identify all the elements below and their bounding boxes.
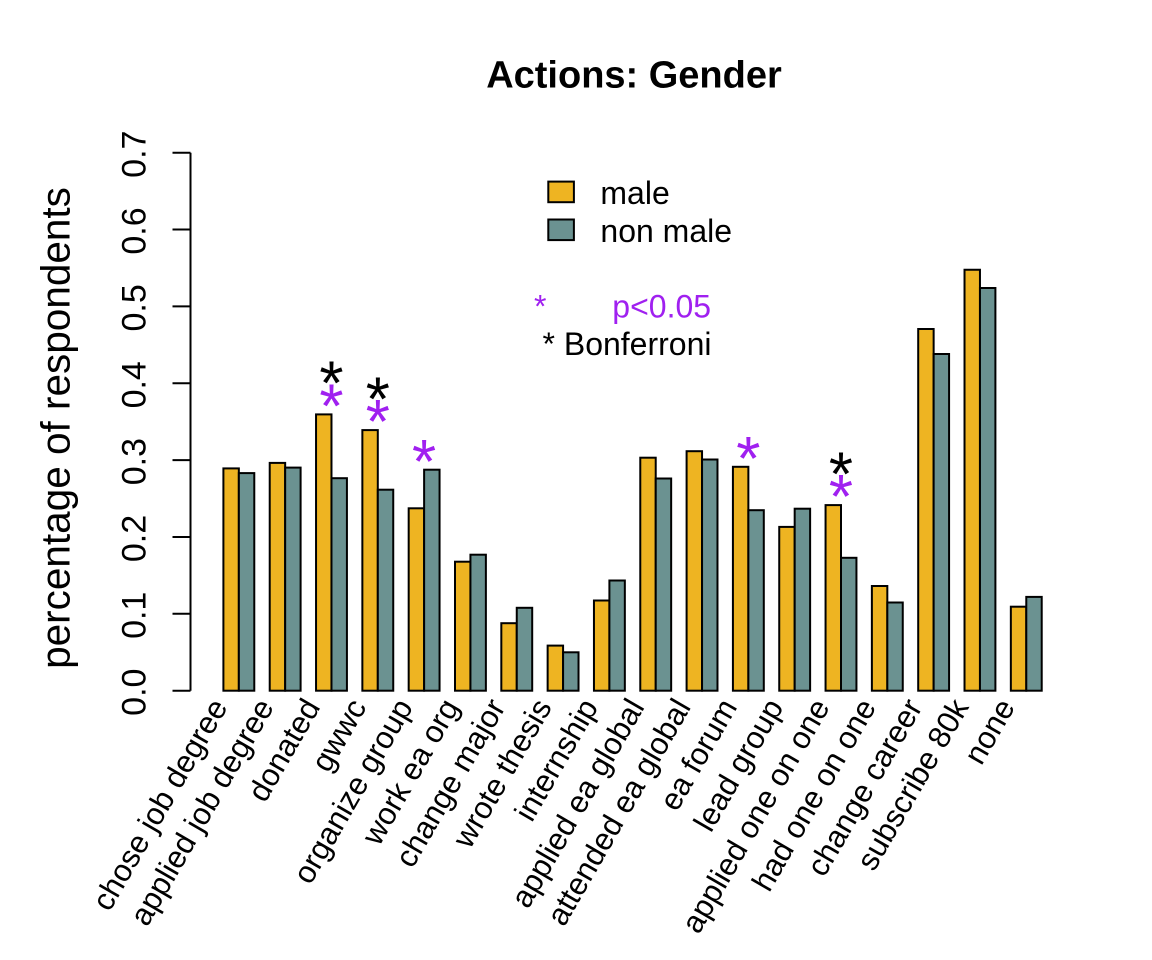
svg-text:*: *: [319, 373, 343, 442]
svg-text:0.1: 0.1: [116, 592, 154, 639]
svg-text:*: *: [829, 463, 853, 532]
svg-text:percentage of respondents: percentage of respondents: [33, 187, 79, 669]
svg-text:*: *: [829, 440, 853, 509]
svg-text:0.3: 0.3: [116, 438, 154, 485]
svg-text:p<0.05: p<0.05: [612, 289, 711, 325]
svg-text:0.6: 0.6: [116, 207, 154, 254]
svg-text:Actions: Gender: Actions: Gender: [486, 55, 782, 97]
svg-text:* Bonferroni: * Bonferroni: [543, 326, 712, 362]
svg-text:*: *: [319, 350, 343, 419]
svg-text:*: *: [736, 425, 760, 494]
svg-text:0.7: 0.7: [116, 131, 154, 178]
svg-text:*: *: [412, 428, 436, 497]
svg-text:0.5: 0.5: [116, 284, 154, 331]
svg-text:0.0: 0.0: [116, 669, 154, 716]
svg-text:*: *: [366, 388, 390, 457]
svg-text:male: male: [600, 175, 669, 211]
svg-text:*: *: [534, 289, 546, 325]
svg-text:non male: non male: [600, 213, 732, 249]
svg-text:0.2: 0.2: [116, 515, 154, 562]
svg-text:*: *: [366, 365, 390, 434]
svg-text:0.4: 0.4: [116, 361, 154, 408]
